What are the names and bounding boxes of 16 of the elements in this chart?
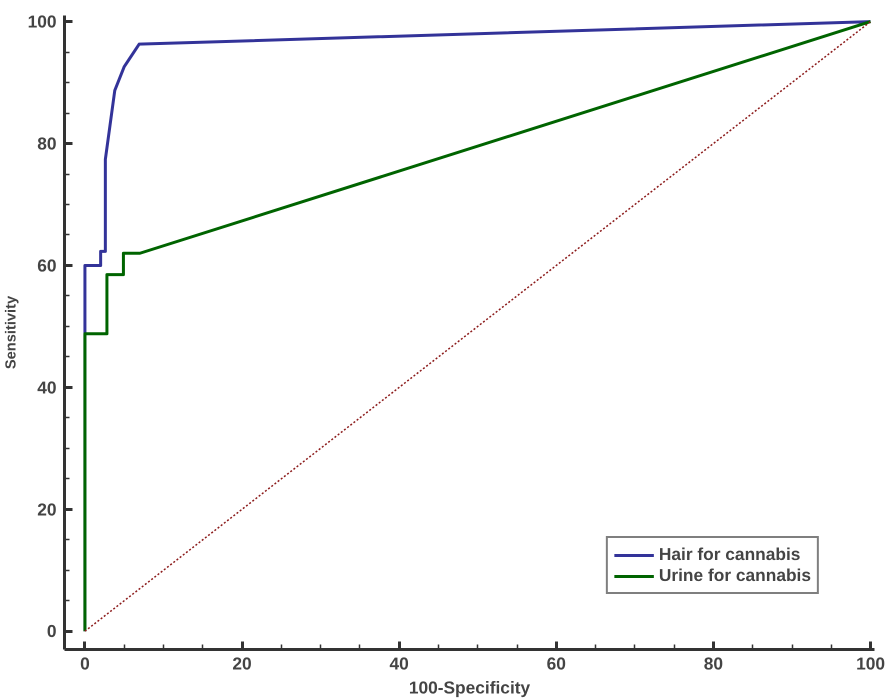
- y-tick-label: 100: [28, 12, 57, 32]
- y-tick-label: 80: [37, 134, 57, 154]
- legend-label: Hair for cannabis: [658, 544, 800, 565]
- y-tick-label: 40: [37, 377, 57, 398]
- x-tick-label: 60: [546, 654, 566, 674]
- y-axis-title: Sensitivity: [4, 294, 20, 370]
- x-tick-label: 40: [390, 654, 409, 674]
- y-tick-label: 20: [37, 499, 57, 520]
- legend-label: Urine for cannabis: [658, 565, 811, 586]
- y-tick-label: 60: [37, 255, 57, 276]
- y-tick-label: 0: [46, 621, 57, 642]
- x-tick-label: 100: [856, 654, 886, 674]
- x-tick-label: 0: [80, 654, 90, 674]
- x-tick-label: 20: [232, 654, 252, 674]
- x-axis-title: 100-Specificity: [408, 678, 531, 698]
- x-tick-label: 80: [704, 654, 724, 674]
